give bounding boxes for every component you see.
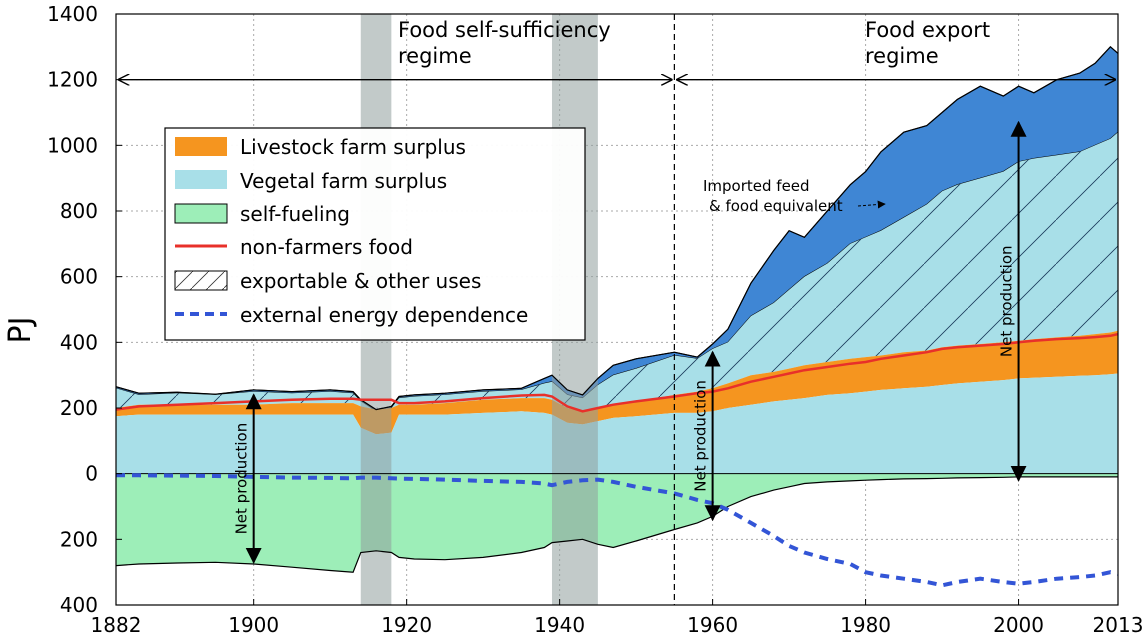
regime-2-label-line1: Food export <box>865 18 990 42</box>
imported-feed-label-line1: Imported feed <box>703 177 810 195</box>
area-exportable-hatch <box>116 132 1118 412</box>
x-tick-label: 1960 <box>687 613 738 636</box>
regime-1-label-line1: Food self-sufficiency <box>398 18 611 42</box>
regime-1-label-line2: regime <box>398 44 472 68</box>
area-self-fueling <box>116 473 1118 573</box>
legend: Livestock farm surplus Vegetal farm surp… <box>164 127 586 341</box>
y-tick-label: 600 <box>60 265 98 289</box>
y-tick-label: 400 <box>60 330 98 354</box>
legend-label-livestock: Livestock farm surplus <box>240 135 466 159</box>
net-production-label-3: Net production <box>998 245 1016 357</box>
imported-feed-label-line2: & food equivalent <box>709 197 843 215</box>
imported-feed-arrow <box>857 200 886 209</box>
x-tick-label: 2013 <box>1093 613 1144 636</box>
x-tick-label: 1940 <box>534 613 585 636</box>
x-tick-label: 1900 <box>228 613 279 636</box>
plot-frame <box>115 13 1119 606</box>
legend-swatch-exportable <box>174 270 228 291</box>
line-self-fueling-bottom <box>116 476 1118 573</box>
y-tick-label: 1200 <box>47 68 98 92</box>
line-external-dependence <box>116 473 1118 588</box>
y-tick-label: 1000 <box>47 133 98 157</box>
legend-label-non-farmers: non-farmers food <box>240 235 413 259</box>
legend-swatch-livestock <box>175 137 227 156</box>
line-non-farmers-food <box>116 332 1118 413</box>
x-tick-label: 1882 <box>91 613 142 636</box>
regime-2-label-line2: regime <box>865 44 939 68</box>
y-tick-label: 1400 <box>47 2 98 26</box>
y-axis-label: PJ <box>3 317 38 344</box>
plot-lines <box>116 45 1118 588</box>
x-tick-label: 1980 <box>840 613 891 636</box>
y-tick-label: 0 <box>85 462 98 486</box>
x-tick-label: 2000 <box>993 613 1044 636</box>
net-production-label-1: Net production <box>233 423 251 535</box>
legend-box <box>164 127 586 341</box>
annotations: Net production Net production Net producti… <box>119 14 1115 605</box>
y-tick-label: 200 <box>60 527 98 551</box>
x-tick-label: 1920 <box>381 613 432 636</box>
legend-label-external: external energy dependence <box>240 303 528 327</box>
y-tick-label: 400 <box>60 593 98 617</box>
legend-label-vegetal: Vegetal farm surplus <box>240 169 447 193</box>
legend-label-self-fueling: self-fueling <box>240 202 350 226</box>
y-tick-label: 200 <box>60 396 98 420</box>
net-production-label-2: Net production <box>692 380 710 492</box>
legend-label-exportable: exportable & other uses <box>240 269 481 293</box>
legend-swatch-self-fueling <box>174 203 228 224</box>
legend-swatch-vegetal <box>175 170 227 189</box>
y-tick-label: 800 <box>60 199 98 223</box>
